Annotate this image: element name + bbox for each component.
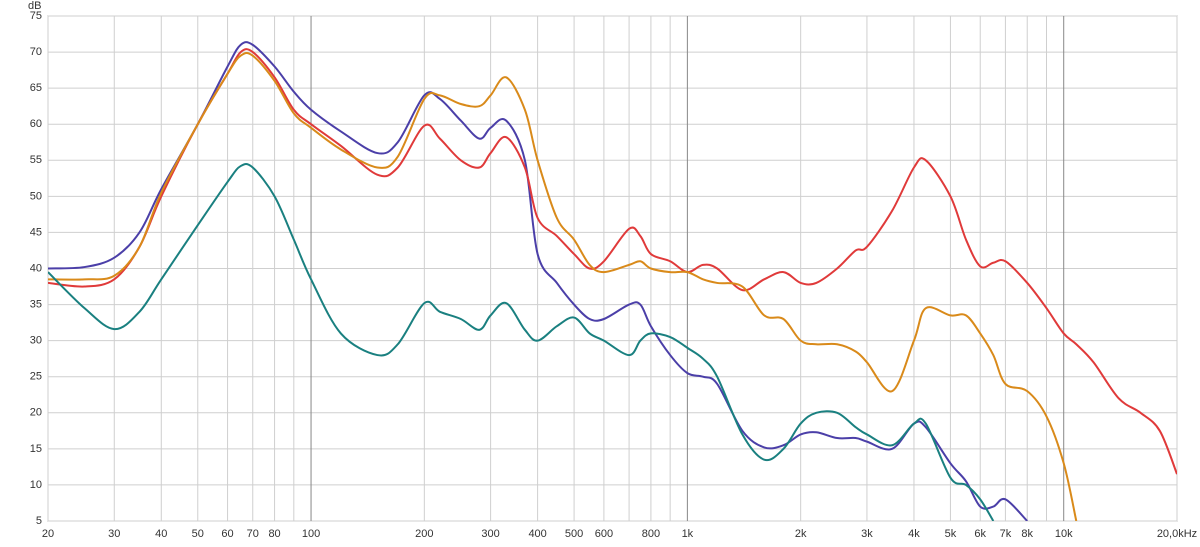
y-tick-label: 30 xyxy=(30,335,42,347)
x-tick-label: 8k xyxy=(1021,528,1033,540)
x-tick-label: 20 xyxy=(42,528,54,540)
x-tick-label: 1k xyxy=(682,528,694,540)
x-tick-label: 800 xyxy=(642,528,660,540)
x-tick-label: 2k xyxy=(795,528,807,540)
x-tick-label: 500 xyxy=(565,528,583,540)
series-line xyxy=(48,51,1078,521)
y-tick-label: 60 xyxy=(30,118,42,130)
x-tick-label: 5k xyxy=(945,528,957,540)
y-tick-label: 40 xyxy=(30,262,42,274)
x-tick-label: 400 xyxy=(528,528,546,540)
x-tick-label: 10k xyxy=(1055,528,1073,540)
x-tick-label: 30 xyxy=(108,528,120,540)
x-tick-label: 200 xyxy=(415,528,433,540)
y-tick-label: 70 xyxy=(30,46,42,58)
y-tick-label: 45 xyxy=(30,226,42,238)
x-tick-label: 20,0kHz xyxy=(1157,528,1197,540)
y-axis-label: dB xyxy=(28,0,41,12)
series-line xyxy=(48,48,1177,475)
x-tick-label: 100 xyxy=(302,528,320,540)
x-tick-label: 40 xyxy=(155,528,167,540)
x-tick-label: 6k xyxy=(974,528,986,540)
y-tick-label: 10 xyxy=(30,479,42,491)
y-tick-label: 75 xyxy=(30,10,42,22)
x-tick-label: 4k xyxy=(908,528,920,540)
x-tick-label: 70 xyxy=(247,528,259,540)
y-tick-label: 20 xyxy=(30,407,42,419)
series-line xyxy=(48,162,995,521)
x-tick-label: 300 xyxy=(481,528,499,540)
y-tick-label: 5 xyxy=(36,515,42,527)
x-tick-label: 3k xyxy=(861,528,873,540)
y-tick-label: 25 xyxy=(30,371,42,383)
y-tick-label: 65 xyxy=(30,82,42,94)
y-tick-label: 35 xyxy=(30,298,42,310)
y-tick-label: 50 xyxy=(30,190,42,202)
y-tick-label: 55 xyxy=(30,154,42,166)
y-tick-label: 15 xyxy=(30,443,42,455)
series-line xyxy=(48,41,1028,521)
x-tick-label: 60 xyxy=(221,528,233,540)
x-tick-label: 7k xyxy=(1000,528,1012,540)
x-tick-label: 600 xyxy=(595,528,613,540)
x-tick-label: 80 xyxy=(268,528,280,540)
x-tick-label: 50 xyxy=(192,528,204,540)
